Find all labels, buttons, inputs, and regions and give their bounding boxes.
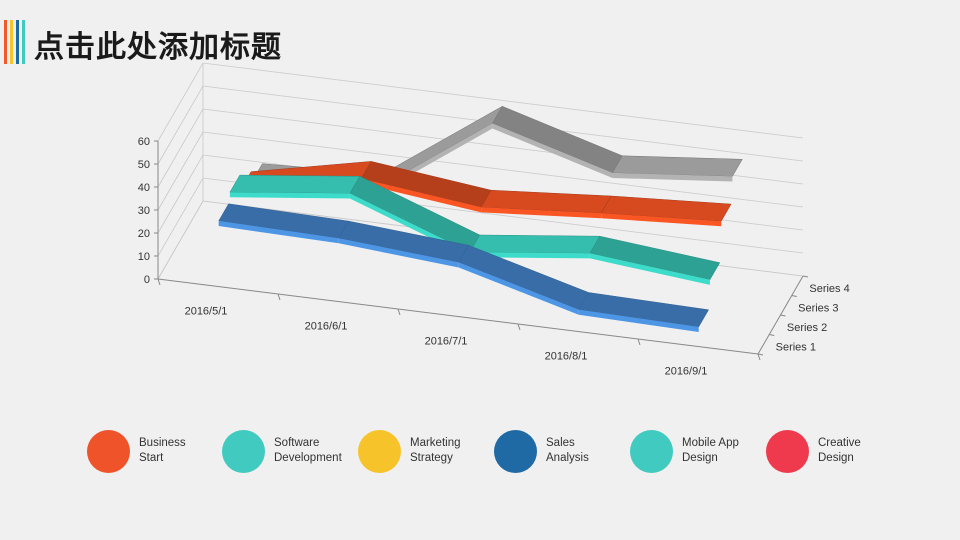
chart-labels: 0 10 20 30 40 50 60 2016/5/1 2016/6/1 2016/7/1 201… [138, 136, 850, 378]
legend-dot-1 [87, 430, 130, 473]
series-label-2: Series 3 [798, 302, 838, 314]
series-tick-1 [769, 334, 775, 336]
category-label-1: 2016/6/1 [305, 321, 348, 333]
category-tick-5 [757, 353, 761, 361]
category-tick-0 [157, 278, 161, 286]
page-title: 点击此处添加标题 [34, 30, 282, 65]
legend-label-6: Creative Design [818, 437, 861, 464]
accent-bar-4 [22, 20, 25, 64]
chart-axes [154, 140, 809, 361]
series-1-face-1 [218, 220, 339, 244]
chart-series [218, 105, 743, 332]
series-3-face-3 [481, 207, 602, 219]
series-4-segment-3 [492, 105, 623, 174]
value-tick-label-0: 0 [144, 274, 150, 286]
series-2-face-3 [469, 252, 590, 259]
category-tick-1 [277, 293, 281, 301]
legend-dot-6 [766, 430, 809, 473]
series-tick-2 [780, 314, 786, 317]
series-2-ribbon [229, 174, 721, 285]
series-tick-3 [791, 295, 797, 297]
legend-label-2: Software Development [274, 437, 342, 464]
legend-dot-2 [222, 430, 265, 473]
category-tick-4 [637, 338, 641, 346]
accent-bar-2 [10, 20, 13, 64]
legend-dot-4 [494, 430, 537, 473]
series-1-face-3 [458, 262, 579, 315]
series-3-face-2 [361, 178, 482, 213]
series-4-face-3 [492, 123, 613, 178]
value-tick-label-2: 20 [138, 228, 150, 240]
category-label-2: 2016/7/1 [425, 336, 468, 348]
value-tick-label-4: 40 [138, 182, 150, 194]
legend-label-4: Sales Analysis [546, 437, 589, 464]
value-tick-label-1: 10 [138, 251, 150, 263]
category-tick-2 [397, 308, 401, 316]
value-tick-label-5: 50 [138, 159, 150, 171]
series-tick-4 [802, 275, 809, 278]
category-label-0: 2016/5/1 [185, 306, 228, 318]
accent-bar-1 [4, 20, 7, 64]
legend-label-1: Business Start [139, 437, 186, 464]
category-tick-3 [517, 323, 521, 331]
value-tick-label-3: 30 [138, 205, 150, 217]
series-4-segment-4 [611, 155, 743, 177]
series-2-segment-3 [469, 234, 601, 254]
series-2-face-1 [229, 192, 350, 199]
category-label-4: 2016/9/1 [665, 366, 708, 378]
series-1-ribbon [218, 203, 710, 332]
series-1-face-4 [578, 309, 699, 332]
series-label-3: Series 4 [809, 283, 849, 295]
series-label-0: Series 1 [776, 341, 816, 353]
series-tick-0 [757, 353, 764, 356]
category-label-3: 2016/8/1 [545, 351, 588, 363]
series-2-segment-1 [229, 174, 361, 194]
legend-label-5: Mobile App Design [682, 437, 739, 464]
series-1-face-2 [338, 238, 459, 268]
series-label-1: Series 2 [787, 322, 827, 334]
series-2-face-4 [589, 253, 710, 285]
category-axis [157, 278, 759, 355]
accent-bar-3 [16, 20, 19, 64]
legend-dot-3 [358, 430, 401, 473]
legend-dot-5 [630, 430, 673, 473]
series-3-face-4 [601, 213, 722, 227]
legend-label-3: Marketing Strategy [410, 437, 461, 464]
series-4-face-4 [612, 172, 733, 182]
value-tick-label-6: 60 [138, 136, 150, 148]
